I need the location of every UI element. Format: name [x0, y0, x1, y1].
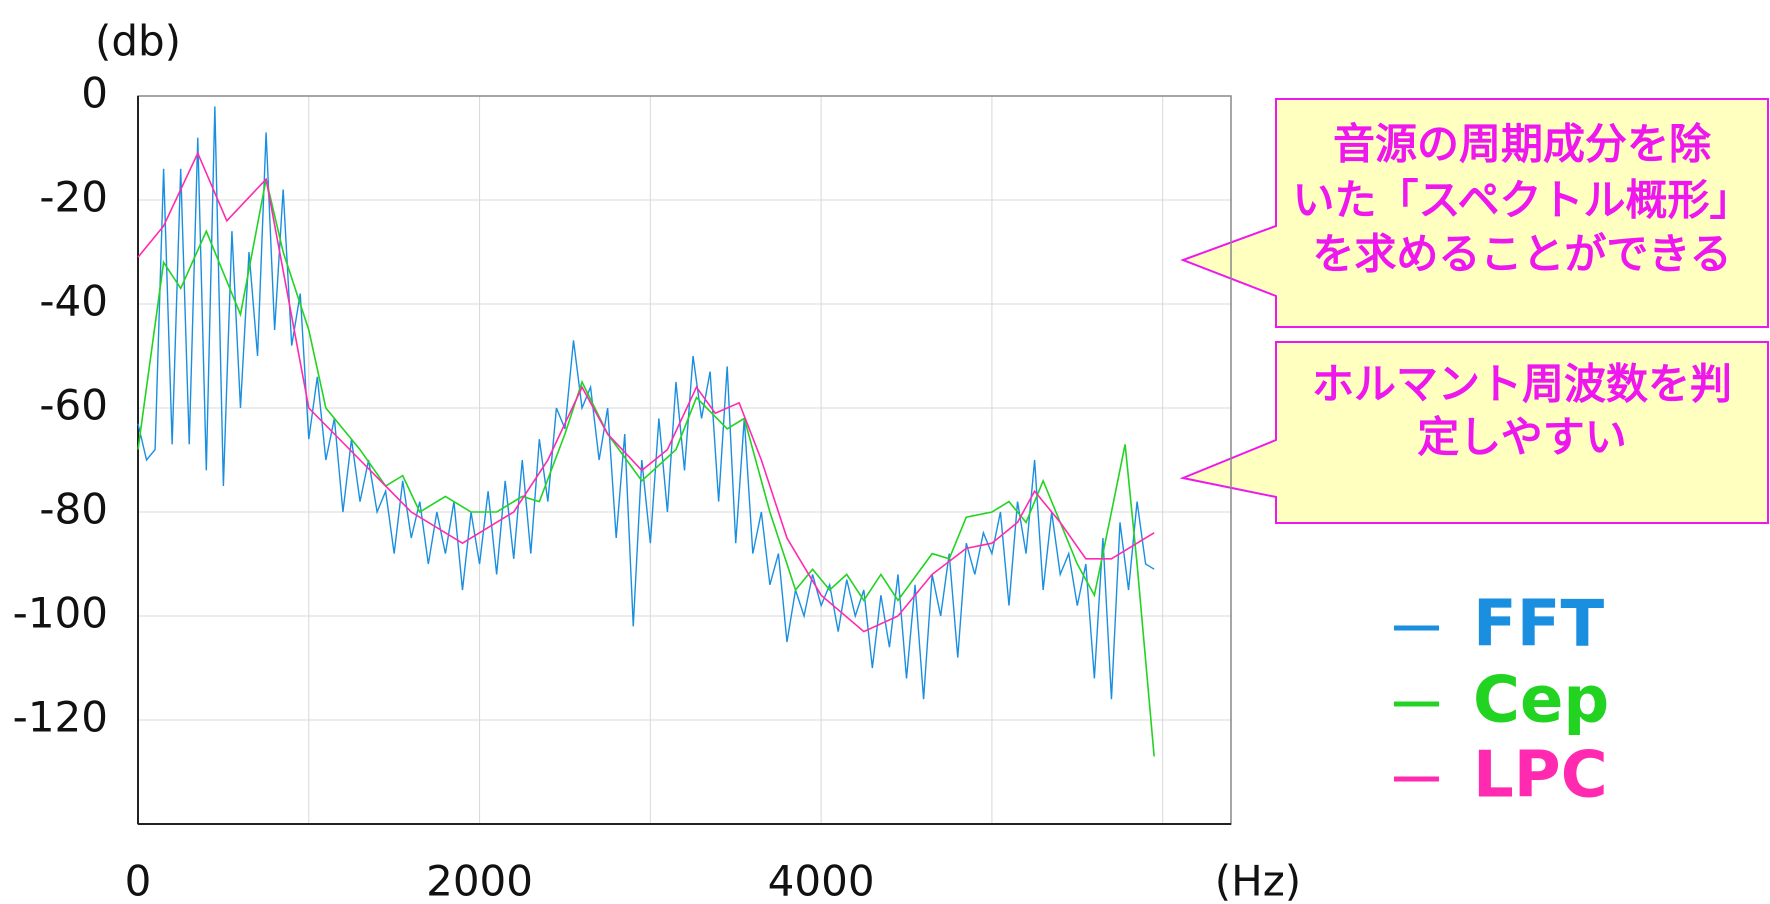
y-tick-label: -20 [39, 173, 108, 222]
callout-box [1180, 98, 1769, 328]
callout-text: いた「スペクトル概形」 [1292, 176, 1751, 225]
callout-text: 定しやすい [1417, 413, 1627, 462]
legend-label: LPC [1473, 739, 1608, 813]
y-tick-label: -60 [39, 381, 108, 430]
x-tick-label: 0 [125, 857, 152, 904]
y-tick-label: 0 [81, 69, 108, 118]
legend-label: Cep [1473, 664, 1609, 738]
y-tick-label: -100 [13, 589, 108, 638]
x-axis-label: (Hz) [1215, 857, 1301, 904]
legend-label: FFT [1473, 588, 1604, 662]
x-tick-label: 4000 [768, 857, 875, 904]
plot-frame [137, 95, 1232, 825]
x-tick-label: 2000 [426, 857, 533, 904]
callout-text: を求めることができる [1312, 230, 1731, 279]
y-axis-label: (db) [95, 17, 181, 66]
y-tick-label: -80 [39, 485, 108, 534]
callout-text: ホルマント周波数を判 [1312, 360, 1732, 409]
y-tick-label: -120 [13, 693, 108, 742]
callout-box [1179, 341, 1769, 524]
series-line [137, 151, 1155, 633]
y-tick-label: -40 [39, 277, 108, 326]
series-line [137, 106, 1155, 700]
callout-text: 音源の周期成分を除 [1333, 120, 1712, 169]
series-line [137, 179, 1155, 757]
